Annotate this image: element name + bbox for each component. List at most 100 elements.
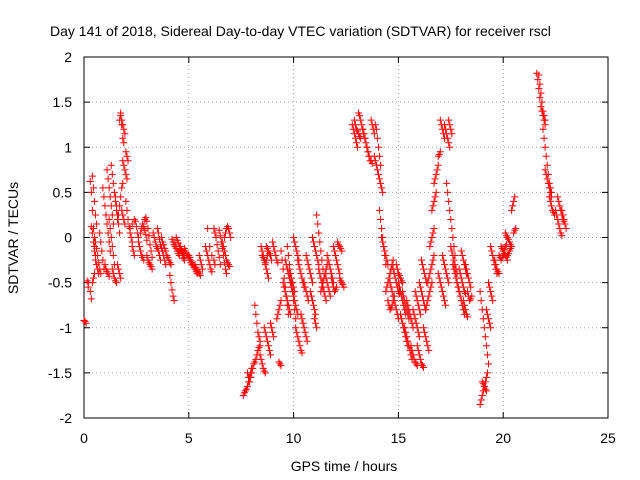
data-point	[197, 261, 205, 269]
data-point	[416, 355, 424, 363]
data-point	[286, 310, 294, 318]
data-point	[210, 256, 218, 264]
data-point	[104, 175, 112, 183]
data-point	[338, 247, 346, 255]
data-point	[122, 197, 130, 205]
data-point	[540, 134, 548, 142]
data-point	[427, 238, 435, 246]
data-point	[273, 315, 281, 323]
data-point	[430, 179, 438, 187]
data-point	[543, 161, 551, 169]
data-point	[403, 297, 411, 305]
data-point	[371, 157, 379, 165]
data-point	[388, 288, 396, 296]
data-point	[547, 202, 555, 210]
data-point	[407, 342, 415, 350]
data-point	[288, 283, 296, 291]
data-point	[443, 270, 451, 278]
data-point	[432, 170, 440, 178]
data-point	[482, 342, 490, 350]
data-point	[326, 292, 334, 300]
data-point	[306, 270, 314, 278]
data-point	[292, 243, 300, 251]
data-point	[399, 288, 407, 296]
data-point	[148, 265, 156, 273]
data-point	[325, 261, 333, 269]
data-point	[249, 364, 257, 372]
data-point	[166, 259, 174, 267]
data-point	[96, 229, 104, 237]
data-point	[364, 148, 372, 156]
data-point	[297, 310, 305, 318]
data-point	[265, 346, 273, 354]
data-point	[478, 391, 486, 399]
data-point	[291, 297, 299, 305]
data-point	[275, 358, 283, 366]
data-point	[464, 270, 472, 278]
data-point	[88, 206, 96, 214]
data-point	[95, 259, 103, 267]
data-point	[464, 288, 472, 296]
data-point	[511, 193, 519, 201]
data-point	[265, 250, 273, 258]
data-point	[143, 236, 151, 244]
data-point	[250, 360, 258, 368]
data-point	[432, 188, 440, 196]
data-point	[111, 277, 119, 285]
data-point	[426, 243, 434, 251]
data-point	[480, 324, 488, 332]
data-point	[333, 256, 341, 264]
data-point	[166, 271, 174, 279]
data-point	[412, 319, 420, 327]
data-point	[330, 247, 338, 255]
data-point	[313, 324, 321, 332]
data-point	[160, 241, 168, 249]
data-point	[122, 170, 130, 178]
data-point	[379, 188, 387, 196]
data-point	[262, 243, 270, 251]
data-point	[434, 161, 442, 169]
data-point	[154, 229, 162, 237]
data-point	[101, 202, 109, 210]
data-point	[427, 265, 435, 273]
data-point	[203, 247, 211, 255]
data-point	[429, 256, 437, 264]
data-point	[421, 328, 429, 336]
data-point	[491, 256, 499, 264]
data-point	[150, 234, 158, 241]
data-point	[253, 319, 261, 327]
data-point	[416, 283, 424, 291]
data-point	[283, 297, 291, 305]
data-point	[445, 139, 453, 147]
data-point	[284, 252, 292, 260]
data-point	[167, 279, 175, 287]
data-point	[100, 193, 108, 201]
data-point	[534, 76, 542, 84]
data-point	[226, 262, 234, 270]
data-point	[350, 116, 358, 124]
data-point	[103, 220, 111, 228]
data-point	[328, 279, 336, 287]
data-point	[415, 351, 423, 359]
data-point	[539, 125, 547, 133]
data-point	[488, 292, 496, 300]
data-point	[103, 166, 111, 174]
y-tick-label: 1.5	[53, 94, 73, 110]
data-point	[356, 132, 364, 140]
data-point	[486, 283, 494, 291]
data-point	[419, 362, 427, 370]
data-point	[153, 224, 161, 232]
data-point	[447, 125, 455, 133]
data-point	[352, 125, 360, 133]
data-point	[372, 161, 380, 169]
data-point	[119, 179, 127, 187]
data-point	[269, 238, 277, 246]
data-point	[124, 157, 132, 165]
data-point	[307, 292, 315, 300]
data-point	[256, 337, 264, 345]
data-point	[87, 223, 95, 231]
data-point	[308, 279, 316, 287]
data-point	[433, 166, 441, 174]
data-point	[420, 265, 428, 273]
